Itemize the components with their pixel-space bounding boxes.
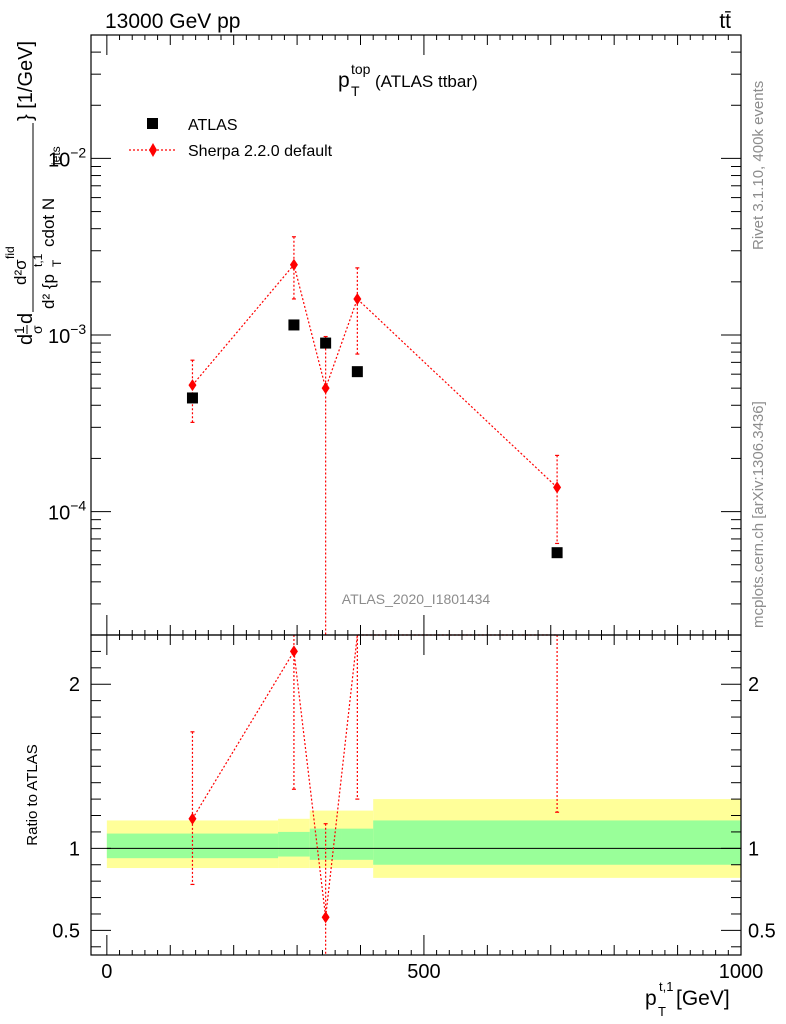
title-sub: T [351,83,360,99]
legend-label-atlas: ATLAS [188,117,238,134]
svg-text:p: p [338,69,350,92]
legend: ATLAS Sherpa 2.2.0 default [129,117,333,160]
ratio-mc-point [289,645,298,658]
header-process-label: tt̄ [719,10,731,33]
y-title-num: d²σ [11,259,30,285]
mc-point [321,382,330,395]
title-main: p [338,69,350,92]
x-axis-title: p t,1 T [GeV] [645,979,730,1019]
ratio-frame [90,634,742,956]
ratio-y-axis-title: Ratio to ATLAS [24,744,41,845]
mc-point [553,481,562,494]
axes: 0 500 1000 10−2 10−3 10−4 0.5 0.5 1 1 2 2 [48,34,776,983]
band-inner-bin [341,828,374,860]
y-title-unit: } [1/GeV] [15,41,37,121]
data-point [320,337,332,349]
ratio-y-tick-label-right: 0.5 [748,920,776,942]
analysis-id-label: ATLAS_2020_I1801434 [342,591,491,607]
y-tick-label: 10−2 [48,144,86,171]
ratio-y-tick-label-left: 1 [69,838,80,860]
y-title-den-tail: cdot N [39,198,58,247]
mc-series-ratio [188,634,560,955]
mc-point [353,292,362,305]
title-suffix: (ATLAS ttbar) [375,72,478,91]
y-title-den: d² {p [39,274,58,309]
y-title-den-sub: T [50,259,64,267]
y-title-frac-top: 1 [11,326,27,334]
ratio-mc-point [188,812,197,825]
legend-label-sherpa: Sherpa 2.2.0 default [188,143,333,160]
y-title-frac-bot: σ [29,325,45,334]
x-title-sup: t,1 [659,979,673,994]
mc-line [192,263,558,488]
header-energy-label: 13000 GeV pp [105,10,240,33]
y-tick-label: 10−3 [48,321,86,348]
mc-point [188,379,197,392]
data-point [186,392,198,404]
ratio-y-tick-label-right: 1 [748,838,759,860]
ratio-mc-point [321,911,330,924]
plot-title: p top T (ATLAS ttbar) [338,61,478,99]
y-title-den-tail-sub: jets [49,146,63,166]
data-series-main [186,319,563,559]
x-tick-label: 0 [101,961,112,983]
legend-marker-sherpa [149,143,157,157]
mc-point [289,258,298,271]
ratio-y-tick-label-right: 2 [748,674,759,696]
x-title-unit: [GeV] [676,987,730,1010]
ratio-uncertainty-bands [106,799,741,878]
y-tick-label: 10−4 [48,498,86,525]
data-point [351,366,363,378]
source-site-label: mcplots.cern.ch [arXiv:1306.3436] [750,401,767,628]
band-inner-bin [373,820,741,865]
data-point [551,547,563,559]
ratio-y-tick-label-left: 0.5 [52,920,80,942]
x-title-main: p [645,987,657,1010]
y-title-den-sup: t,1 [31,253,45,267]
y-title-d1: d [15,334,37,345]
x-title-sub: T [658,1004,666,1019]
y-title-num-sup: fid [3,246,17,259]
x-tick-label: 500 [407,961,440,983]
y-axis-title: d 1 σ d d²σ fid d² {p t,1 T cdot N jets … [3,41,64,345]
band-inner-bin [278,831,310,857]
legend-marker-atlas [147,118,158,129]
ratio-y-tick-label-left: 2 [69,674,80,696]
rivet-version-label: Rivet 3.1.10, 400k events [750,81,767,250]
mc-series-main [188,236,562,635]
y-title-d2: d [15,313,37,324]
data-point [288,319,300,331]
title-sup: top [351,61,371,77]
x-tick-label: 1000 [719,961,764,983]
